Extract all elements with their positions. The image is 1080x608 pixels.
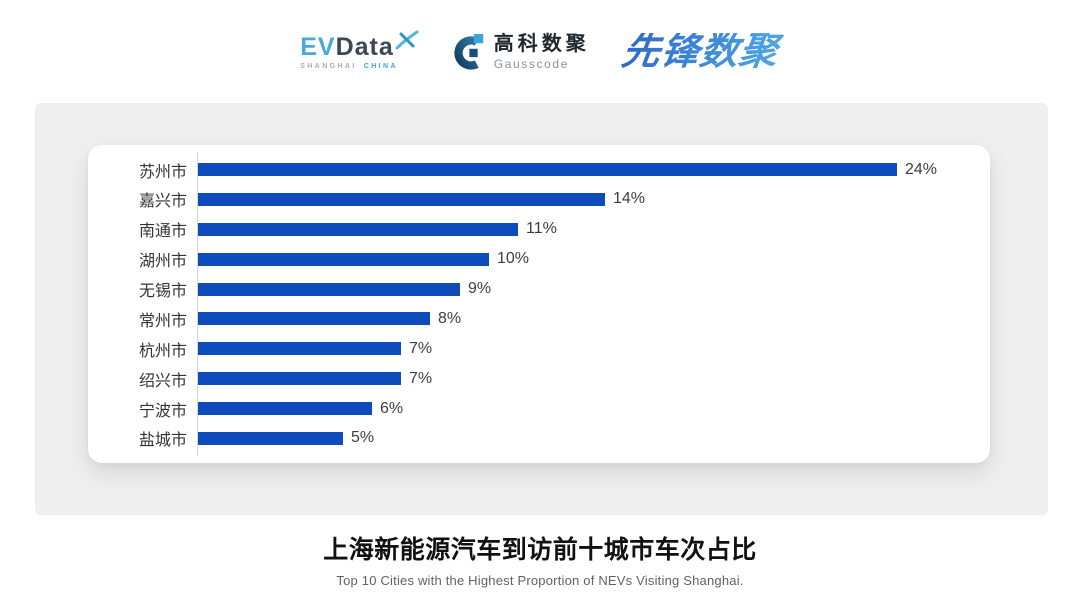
category-label: 南通市: [138, 223, 187, 241]
bar-zone: 11%: [197, 215, 557, 244]
bar: [197, 192, 605, 206]
bar-row: 常州市 8%: [88, 304, 990, 333]
y-axis-line: [197, 152, 198, 456]
bar-row: 无锡市 9%: [88, 275, 990, 304]
bar-rows: 苏州市 24% 嘉兴市 14% 南通市 11% 湖州市 10% 无锡市 9%: [88, 155, 990, 453]
bar-zone: 10%: [197, 245, 529, 274]
evdata-logo: EV Data SHANGHAI CHINA: [294, 30, 425, 70]
bar-row: 宁波市 6%: [88, 394, 990, 423]
bar: [197, 372, 401, 386]
category-label: 杭州市: [138, 342, 187, 360]
bar-zone: 6%: [197, 394, 403, 423]
gausscode-chinese-name: 高科数聚: [493, 33, 590, 55]
bar: [197, 163, 897, 176]
category-label: 湖州市: [138, 253, 187, 271]
evdata-data-text: Data: [335, 32, 394, 61]
bar-row: 杭州市 7%: [88, 334, 990, 363]
bar: [197, 342, 401, 356]
chart-panel: 苏州市 24% 嘉兴市 14% 南通市 11% 湖州市 10% 无锡市 9%: [35, 103, 1048, 515]
evdata-shanghai-text: SHANGHAI: [300, 62, 357, 70]
category-label: 嘉兴市: [138, 193, 187, 211]
bar: [197, 222, 518, 236]
category-label: 盐城市: [138, 432, 187, 450]
value-label: 7%: [409, 369, 433, 387]
bar: [197, 402, 372, 415]
chart-subtitle: Top 10 Cities with the Highest Proportio…: [336, 573, 744, 588]
chart-card: 苏州市 24% 嘉兴市 14% 南通市 11% 湖州市 10% 无锡市 9%: [88, 145, 990, 463]
gausscode-g-icon: [454, 33, 483, 70]
bar-row: 苏州市 24%: [88, 155, 990, 184]
category-label: 绍兴市: [138, 372, 187, 390]
category-label: 无锡市: [138, 283, 187, 300]
value-label: 7%: [409, 339, 433, 357]
value-label: 14%: [613, 190, 646, 208]
bar-row: 湖州市 10%: [88, 245, 990, 274]
bar-zone: 14%: [197, 185, 645, 214]
logo-header: EV Data SHANGHAI CHINA: [0, 12, 1080, 92]
gausscode-text: 高科数聚 Gausscode: [494, 34, 590, 70]
bar-row: 绍兴市 7%: [88, 364, 990, 393]
evdata-x-icon: [395, 30, 419, 49]
bar-row: 南通市 11%: [88, 215, 990, 244]
value-label: 9%: [468, 280, 492, 297]
category-label: 宁波市: [138, 402, 187, 420]
category-label: 苏州市: [138, 163, 187, 181]
gausscode-english-name: Gausscode: [493, 57, 569, 71]
bar-row: 盐城市 5%: [88, 424, 990, 453]
bar-zone: 7%: [197, 364, 432, 393]
xianfeng-shuju-logo: 先锋数聚: [611, 31, 788, 73]
value-label: 11%: [526, 220, 557, 238]
gausscode-logo: 高科数聚 Gausscode: [443, 32, 596, 73]
bar-zone: 24%: [197, 155, 937, 184]
value-label: 8%: [438, 309, 462, 327]
bar-row: 嘉兴市 14%: [88, 185, 990, 214]
bar-chart: 苏州市 24% 嘉兴市 14% 南通市 11% 湖州市 10% 无锡市 9%: [88, 145, 990, 463]
chart-title: 上海新能源汽车到访前十城市车次占比: [323, 536, 757, 564]
bar: [197, 431, 343, 445]
value-label: 5%: [351, 429, 375, 447]
evdata-wordmark: EV Data: [300, 30, 419, 61]
evdata-china-text: CHINA: [363, 62, 398, 70]
chart-caption: 上海新能源汽车到访前十城市车次占比 Top 10 Cities with the…: [0, 530, 1080, 588]
category-label: 常州市: [138, 312, 187, 330]
evdata-ev-text: EV: [300, 32, 336, 61]
bar: [197, 312, 430, 326]
bar: [197, 282, 460, 296]
bar-zone: 8%: [197, 304, 461, 333]
value-label: 24%: [905, 160, 938, 178]
bar: [197, 252, 489, 266]
value-label: 6%: [380, 399, 404, 417]
bar-zone: 9%: [197, 275, 491, 304]
value-label: 10%: [497, 250, 530, 268]
evdata-tagline: SHANGHAI CHINA: [300, 63, 398, 70]
bar-zone: 5%: [197, 424, 374, 453]
bar-zone: 7%: [197, 334, 432, 363]
